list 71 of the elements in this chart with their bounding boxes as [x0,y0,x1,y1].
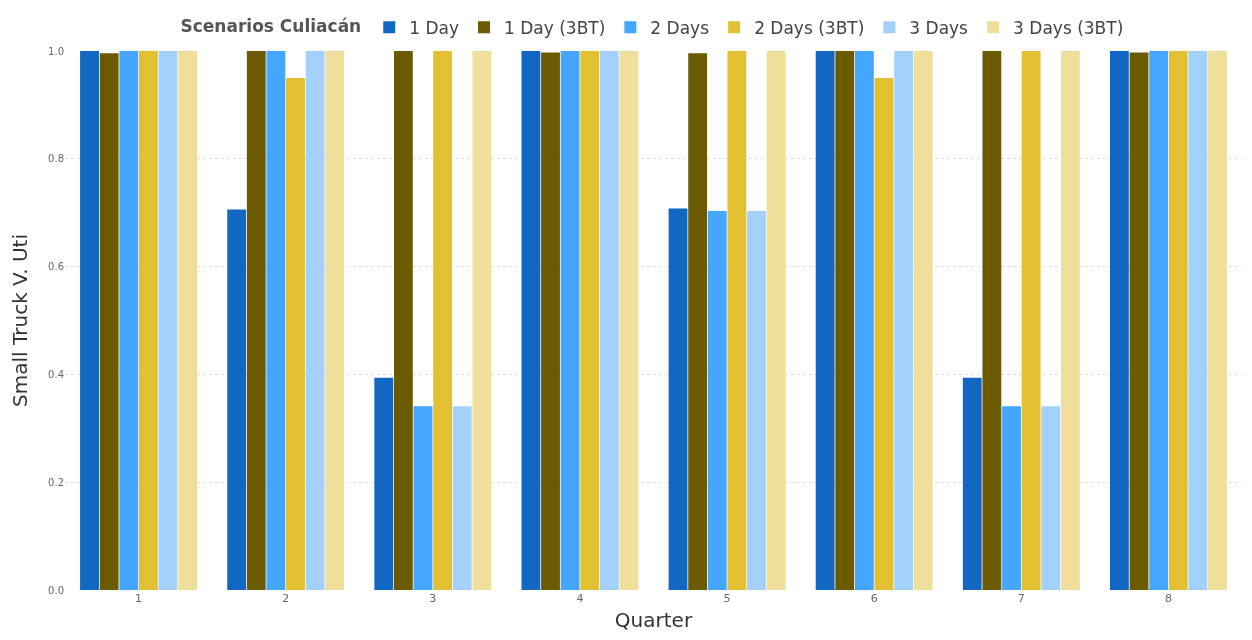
bar [668,208,688,590]
bar [580,51,600,590]
bar [688,53,708,590]
x-tick-label: 6 [870,592,878,605]
bar [138,51,158,590]
y-tick-label: 0.8 [48,153,64,165]
bar [80,51,99,590]
bar [158,51,178,590]
bar [766,51,786,590]
legend-label: 1 Day [409,17,460,38]
y-tick-label: 0.4 [48,368,64,380]
bar [962,377,982,590]
y-tick-label: 0.2 [48,476,64,488]
y-tick-label: 0.0 [48,584,64,596]
legend-label: 2 Days [650,17,710,38]
bar [913,51,933,590]
bar [286,77,305,590]
bar [325,51,345,590]
y-tick-label: 0.6 [48,261,64,273]
bar [599,51,619,590]
bar [619,51,639,590]
bar [246,51,266,590]
bar [374,377,394,590]
bar [178,51,198,590]
legend-label: 1 Day (3BT) [504,17,606,38]
x-tick-label: 3 [429,592,437,605]
y-axis-title: Small Truck V. Uti [7,234,32,407]
bar [894,51,914,590]
bar [413,406,433,590]
bar [835,51,855,590]
bar [305,51,325,590]
legend-label: 3 Days (3BT) [1013,17,1124,38]
bar [1168,51,1188,590]
bar [1129,52,1149,590]
x-tick-label: 4 [576,592,584,605]
bar [541,52,560,590]
bar [452,406,472,590]
bar [433,51,453,590]
x-axis-title: Quarter [614,607,693,632]
bar [227,209,247,590]
bar [521,51,541,590]
bar [472,51,492,590]
bar [560,51,580,590]
bar [1188,51,1208,590]
x-tick-label: 1 [135,592,143,605]
bar [982,51,1002,590]
x-tick-label: 2 [282,592,290,605]
bar [266,51,286,590]
bar [1109,51,1129,590]
legend-title: Scenarios Culiacán [180,15,362,36]
bar [854,51,874,590]
bar [99,53,119,590]
bar [727,51,747,590]
bar [874,77,894,590]
bar [707,211,727,590]
bar [1149,51,1169,590]
legend-label: 3 Days [909,17,969,38]
bar [1021,51,1041,590]
bar [393,51,413,590]
bar [1208,51,1227,590]
x-tick-label: 7 [1017,592,1025,605]
bar [119,51,139,590]
x-tick-label: 8 [1164,592,1172,605]
x-tick-label: 5 [723,592,731,605]
legend-label: 2 Days (3BT) [754,17,865,38]
bar [1060,51,1080,590]
bar [815,51,835,590]
bar [1002,406,1021,590]
bar [1041,406,1061,590]
bar [747,211,766,590]
y-tick-label: 1.0 [48,45,64,57]
